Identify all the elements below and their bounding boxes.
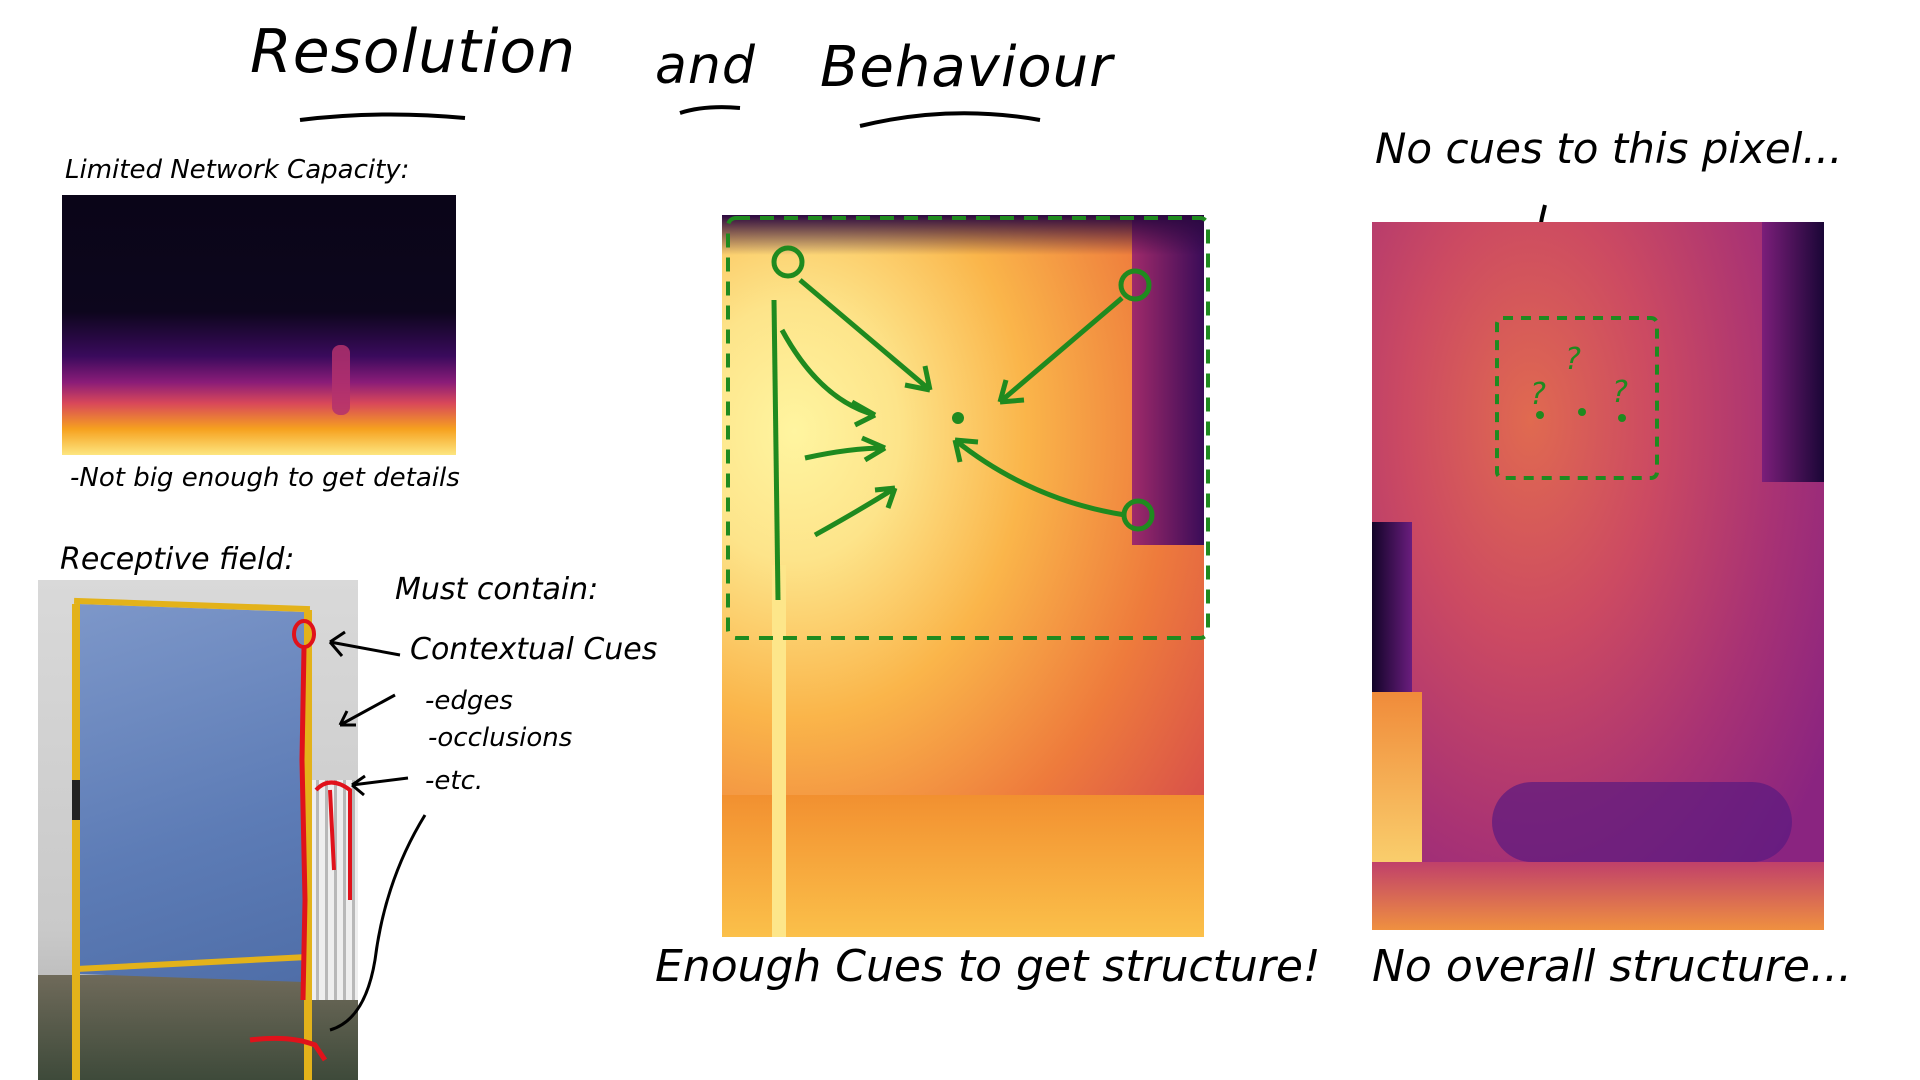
cue-etc: -etc. [425,766,484,796]
limited-capacity-label: Limited Network Capacity: [65,155,410,185]
receptive-field-label: Receptive field: [60,542,295,577]
question-mark-left: ? [1530,377,1546,412]
cue-occlusions: -occlusions [428,723,573,753]
must-contain-label: Must contain: [395,572,599,607]
no-structure-depth-map [1372,222,1824,930]
title-word-behaviour: Behaviour [820,35,1114,100]
low-capacity-depth-map [62,195,456,455]
right-top-note: No cues to this pixel... [1375,124,1843,173]
contextual-cues-label: Contextual Cues [410,632,658,667]
title-word-and: and [655,36,756,96]
question-mark-center: ? [1565,342,1581,377]
middle-caption: Enough Cues to get structure! [655,941,1321,992]
limited-capacity-note: -Not big enough to get details [70,463,460,493]
cue-edges: -edges [425,686,513,716]
title-word-resolution: Resolution [250,17,577,87]
right-caption: No overall structure... [1372,941,1852,992]
high-res-depth-map [722,215,1204,937]
question-mark-right: ? [1612,375,1628,410]
